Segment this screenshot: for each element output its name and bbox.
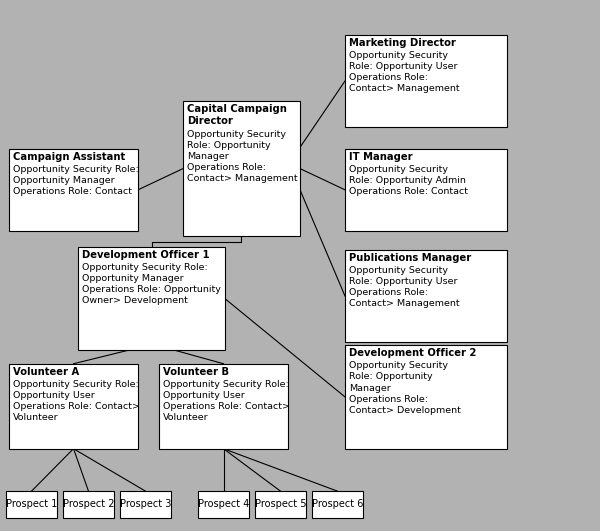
FancyBboxPatch shape bbox=[345, 35, 507, 127]
Text: Prospect 5: Prospect 5 bbox=[255, 500, 306, 509]
FancyBboxPatch shape bbox=[6, 491, 57, 518]
FancyBboxPatch shape bbox=[63, 491, 114, 518]
FancyBboxPatch shape bbox=[9, 149, 138, 231]
Text: Opportunity Security
Role: Opportunity User
Operations Role:
Contact> Management: Opportunity Security Role: Opportunity U… bbox=[349, 50, 460, 93]
FancyBboxPatch shape bbox=[198, 491, 249, 518]
Text: Prospect 4: Prospect 4 bbox=[198, 500, 249, 509]
FancyBboxPatch shape bbox=[120, 491, 171, 518]
FancyBboxPatch shape bbox=[159, 364, 288, 449]
Text: Prospect 2: Prospect 2 bbox=[63, 500, 114, 509]
FancyBboxPatch shape bbox=[78, 247, 225, 350]
Text: Development Officer 1: Development Officer 1 bbox=[82, 250, 210, 260]
Text: Development Officer 2: Development Officer 2 bbox=[349, 348, 476, 358]
Text: Capital Campaign
Director: Capital Campaign Director bbox=[187, 104, 287, 126]
Text: Opportunity Security Role:
Opportunity Manager
Operations Role: Contact: Opportunity Security Role: Opportunity M… bbox=[13, 165, 139, 196]
FancyBboxPatch shape bbox=[312, 491, 363, 518]
Text: Opportunity Security
Role: Opportunity User
Operations Role:
Contact> Management: Opportunity Security Role: Opportunity U… bbox=[349, 266, 460, 308]
Text: Opportunity Security
Role: Opportunity Admin
Operations Role: Contact: Opportunity Security Role: Opportunity A… bbox=[349, 165, 468, 196]
FancyBboxPatch shape bbox=[345, 149, 507, 231]
Text: Volunteer B: Volunteer B bbox=[163, 367, 229, 377]
Text: Prospect 1: Prospect 1 bbox=[6, 500, 57, 509]
Text: Publications Manager: Publications Manager bbox=[349, 253, 472, 263]
FancyBboxPatch shape bbox=[345, 250, 507, 342]
FancyBboxPatch shape bbox=[255, 491, 306, 518]
Text: Marketing Director: Marketing Director bbox=[349, 38, 456, 48]
Text: Campaign Assistant: Campaign Assistant bbox=[13, 152, 125, 162]
Text: Opportunity Security
Role: Opportunity
Manager
Operations Role:
Contact> Managem: Opportunity Security Role: Opportunity M… bbox=[187, 130, 298, 184]
Text: Opportunity Security Role:
Opportunity User
Operations Role: Contact>
Volunteer: Opportunity Security Role: Opportunity U… bbox=[13, 380, 140, 422]
FancyBboxPatch shape bbox=[183, 101, 300, 236]
Text: Volunteer A: Volunteer A bbox=[13, 367, 79, 377]
Text: IT Manager: IT Manager bbox=[349, 152, 413, 162]
Text: Opportunity Security Role:
Opportunity User
Operations Role: Contact>
Volunteer: Opportunity Security Role: Opportunity U… bbox=[163, 380, 290, 422]
FancyBboxPatch shape bbox=[9, 364, 138, 449]
Text: Opportunity Security
Role: Opportunity
Manager
Operations Role:
Contact> Develop: Opportunity Security Role: Opportunity M… bbox=[349, 361, 461, 415]
Text: Prospect 3: Prospect 3 bbox=[120, 500, 171, 509]
Text: Prospect 6: Prospect 6 bbox=[312, 500, 363, 509]
FancyBboxPatch shape bbox=[345, 345, 507, 449]
Text: Opportunity Security Role:
Opportunity Manager
Operations Role: Opportunity
Owne: Opportunity Security Role: Opportunity M… bbox=[82, 263, 221, 305]
